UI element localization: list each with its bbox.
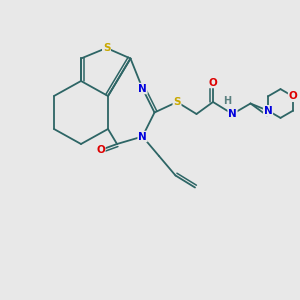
Text: N: N bbox=[264, 106, 272, 116]
Text: S: S bbox=[173, 97, 181, 107]
Text: O: O bbox=[289, 91, 297, 101]
Text: N: N bbox=[138, 83, 147, 94]
Text: O: O bbox=[96, 145, 105, 155]
Text: O: O bbox=[208, 77, 217, 88]
Text: H: H bbox=[223, 96, 231, 106]
Text: N: N bbox=[138, 131, 147, 142]
Text: S: S bbox=[103, 43, 110, 53]
Text: N: N bbox=[228, 109, 237, 119]
